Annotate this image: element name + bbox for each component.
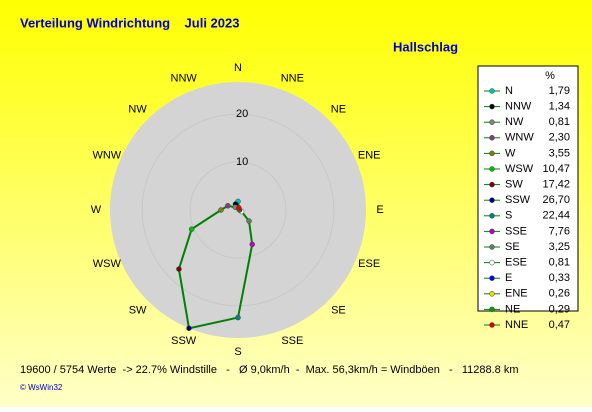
legend-value: 1,34 (549, 101, 570, 113)
legend-marker (489, 306, 495, 313)
legend-name: SE (505, 241, 520, 253)
legend-name: SSE (505, 225, 527, 237)
legend-marker (489, 119, 495, 125)
legend-marker (489, 135, 495, 141)
legend-marker (489, 181, 495, 188)
legend-name: NE (505, 303, 520, 315)
legend-value: 0,81 (549, 257, 570, 269)
wind-marker (186, 325, 192, 332)
legend-value: 3,55 (549, 147, 570, 159)
legend-name: SSW (505, 194, 531, 206)
direction-label: ENE (358, 150, 381, 162)
legend-value: 0,26 (549, 288, 570, 300)
legend-marker (489, 103, 495, 110)
legend-marker (489, 244, 495, 250)
legend-value: 2,30 (549, 132, 570, 144)
direction-label: E (376, 204, 383, 216)
wind-marker (246, 218, 252, 224)
legend-marker (489, 197, 495, 203)
direction-label: ESE (358, 258, 380, 270)
legend-value: 0,29 (549, 303, 570, 315)
legend-name: WNW (505, 132, 534, 144)
direction-label: SE (331, 304, 346, 316)
wind-marker (236, 205, 242, 211)
legend-value: 0,81 (549, 116, 570, 128)
legend-value: 1,79 (549, 85, 570, 97)
legend-name: NW (505, 116, 524, 128)
legend-marker (489, 275, 495, 281)
direction-label: N (234, 62, 242, 74)
legend-marker (489, 322, 495, 328)
legend-value: 0,33 (549, 272, 570, 284)
legend-marker (489, 291, 495, 297)
legend-name: ESE (505, 257, 527, 269)
legend-name: NNW (505, 101, 532, 113)
legend-name: ENE (505, 288, 528, 300)
legend-marker (489, 88, 495, 94)
legend-value: 0,47 (549, 319, 570, 331)
wind-marker (176, 266, 182, 272)
r-tick-label: 10 (236, 156, 248, 168)
direction-label: WNW (92, 150, 121, 162)
legend-name: W (505, 147, 516, 159)
legend-marker (489, 166, 495, 172)
legend-name: SW (505, 179, 523, 191)
legend-value: 3,25 (549, 241, 570, 253)
direction-label: NW (128, 103, 147, 115)
chart-title: Verteilung Windrichtung Juli 2023 (20, 15, 239, 30)
direction-label: SSW (171, 335, 197, 347)
direction-label: W (91, 204, 102, 216)
legend-header: % (545, 70, 555, 82)
legend-value: 17,42 (542, 179, 570, 191)
copyright: © WsWin32 (20, 383, 63, 392)
legend-name: N (505, 85, 513, 97)
legend-value: 26,70 (542, 194, 570, 206)
legend-value: 10,47 (542, 163, 570, 175)
wind-marker (225, 203, 231, 209)
direction-label: SW (129, 304, 147, 316)
grid-circle (189, 161, 287, 259)
wind-marker (235, 314, 241, 321)
legend-marker (489, 150, 495, 157)
r-tick-label: 20 (236, 108, 248, 120)
direction-label: NNE (281, 73, 304, 85)
legend-value: 7,76 (549, 225, 570, 237)
legend-marker (489, 228, 495, 235)
footer: 19600 / 5754 Werte -> 22.7% Windstille -… (20, 364, 519, 376)
direction-label: NNW (171, 73, 198, 85)
direction-label: NE (331, 103, 346, 115)
legend-marker (489, 259, 495, 266)
wind-marker (188, 226, 195, 232)
legend-name: S (505, 210, 512, 222)
direction-label: SSE (281, 335, 303, 347)
wind-marker (249, 241, 255, 248)
legend-value: 22,44 (542, 210, 570, 222)
legend-marker (489, 213, 495, 219)
direction-label: S (234, 346, 241, 358)
chart-subtitle: Hallschlag (393, 39, 458, 54)
wind-marker (218, 207, 224, 213)
grid-circle (141, 113, 335, 307)
legend-name: NNE (505, 319, 528, 331)
legend-name: WSW (505, 163, 534, 175)
direction-label: WSW (93, 258, 122, 270)
legend-name: E (505, 272, 512, 284)
